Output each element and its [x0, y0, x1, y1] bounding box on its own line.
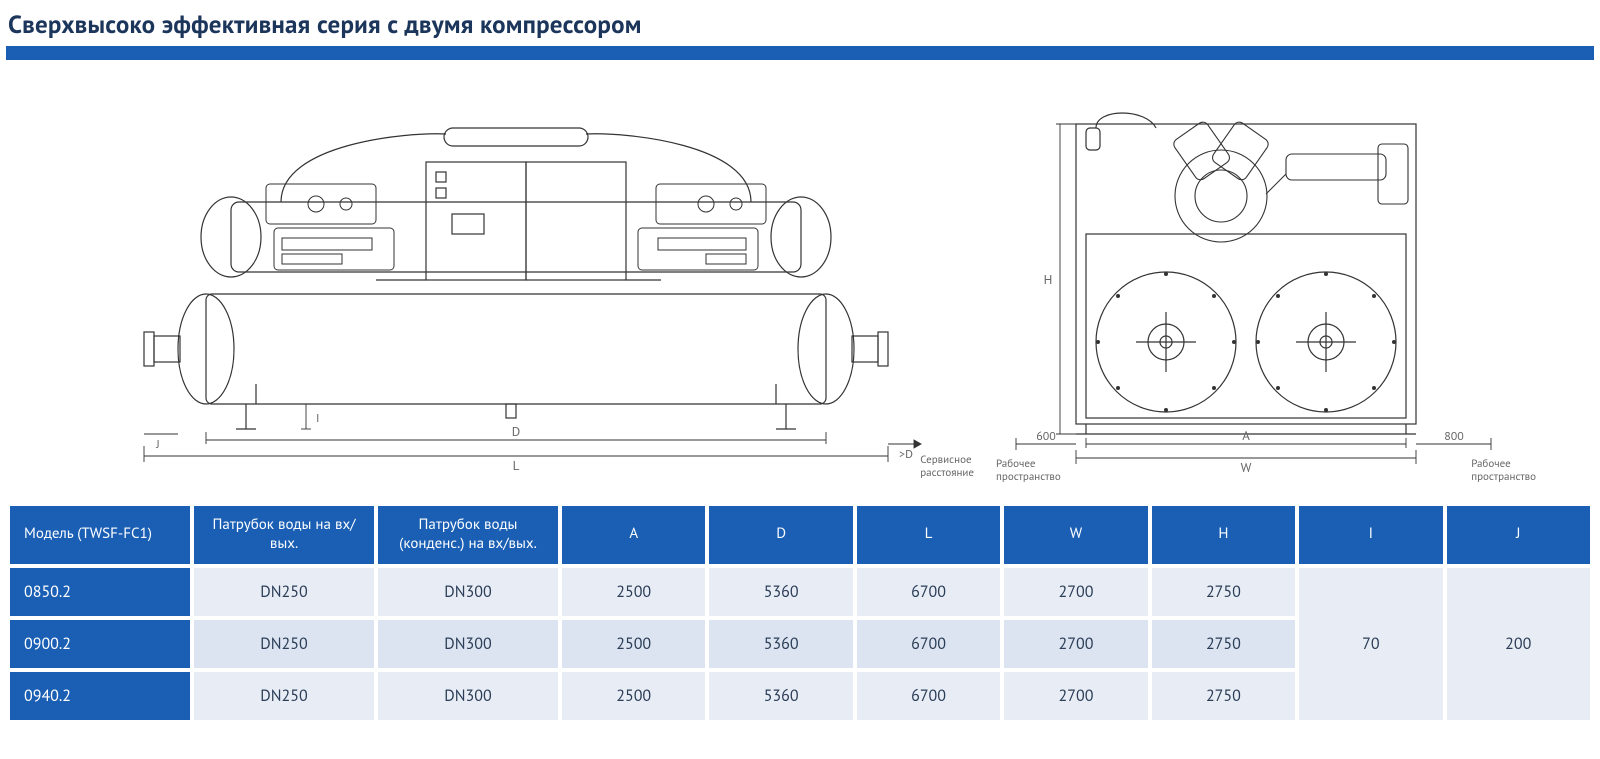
col-I: I: [1299, 506, 1442, 564]
dim-800-label: 800: [1444, 429, 1464, 444]
cell: 5360: [709, 672, 852, 720]
col-A: A: [562, 506, 705, 564]
col-pipe2: Патрубок воды (конденс.) на вх/вых.: [378, 506, 558, 564]
cell: 2500: [562, 672, 705, 720]
side-left-caption: Рабочее пространство: [996, 458, 1061, 484]
col-model: Модель (TWSF-FC1): [10, 506, 190, 564]
cell: DN300: [378, 568, 558, 616]
cell: 2700: [1004, 672, 1147, 720]
cell-J-merged: 200: [1447, 568, 1590, 720]
col-D: D: [709, 506, 852, 564]
dim-W-label: W: [1241, 459, 1252, 476]
cell: DN300: [378, 672, 558, 720]
col-L: L: [857, 506, 1000, 564]
col-W: W: [1004, 506, 1147, 564]
cell-model: 0900.2: [10, 620, 190, 668]
cell-model: 0850.2: [10, 568, 190, 616]
cell: DN250: [194, 568, 374, 616]
cell: 2700: [1004, 568, 1147, 616]
dim-600-label: 600: [1036, 429, 1056, 444]
title-rule: [6, 46, 1594, 60]
cell: DN250: [194, 672, 374, 720]
cell: 2750: [1152, 672, 1295, 720]
dim-D-label: D: [512, 423, 521, 440]
page-title: Сверхвысоко эффективная серия с двумя ко…: [8, 8, 1594, 40]
dim-H-label: H: [1044, 271, 1053, 288]
dim-J-label: J: [155, 437, 160, 452]
cell: 2700: [1004, 620, 1147, 668]
cell: DN300: [378, 620, 558, 668]
diagram-front: D L J I: [106, 84, 926, 484]
col-pipe1: Патрубок воды на вх/вых.: [194, 506, 374, 564]
col-H: H: [1152, 506, 1295, 564]
side-right-caption: Рабочее пространство: [1471, 458, 1536, 484]
front-service-caption: Сервисное расстояние: [920, 454, 974, 480]
dim-A-label: A: [1242, 427, 1250, 444]
cell: 6700: [857, 568, 1000, 616]
dim-gtD-label: >D: [899, 447, 913, 462]
spec-table: Модель (TWSF-FC1) Патрубок воды на вх/вы…: [6, 502, 1594, 724]
cell: 2500: [562, 620, 705, 668]
cell-model: 0940.2: [10, 672, 190, 720]
cell: 2750: [1152, 568, 1295, 616]
table-header-row: Модель (TWSF-FC1) Патрубок воды на вх/вы…: [10, 506, 1590, 564]
cell: 6700: [857, 620, 1000, 668]
cell: 2750: [1152, 620, 1295, 668]
cell: 5360: [709, 568, 852, 616]
cell: 5360: [709, 620, 852, 668]
col-J: J: [1447, 506, 1590, 564]
dim-I-label: I: [316, 411, 320, 426]
cell: 2500: [562, 568, 705, 616]
cell: 6700: [857, 672, 1000, 720]
cell-I-merged: 70: [1299, 568, 1442, 720]
table-row: 0850.2 DN250 DN300 2500 5360 6700 2700 2…: [10, 568, 1590, 616]
dim-L-label: L: [513, 457, 520, 474]
diagram-row: D L J I: [6, 84, 1594, 484]
diagram-side: H A W 600: [986, 84, 1506, 484]
cell: DN250: [194, 620, 374, 668]
